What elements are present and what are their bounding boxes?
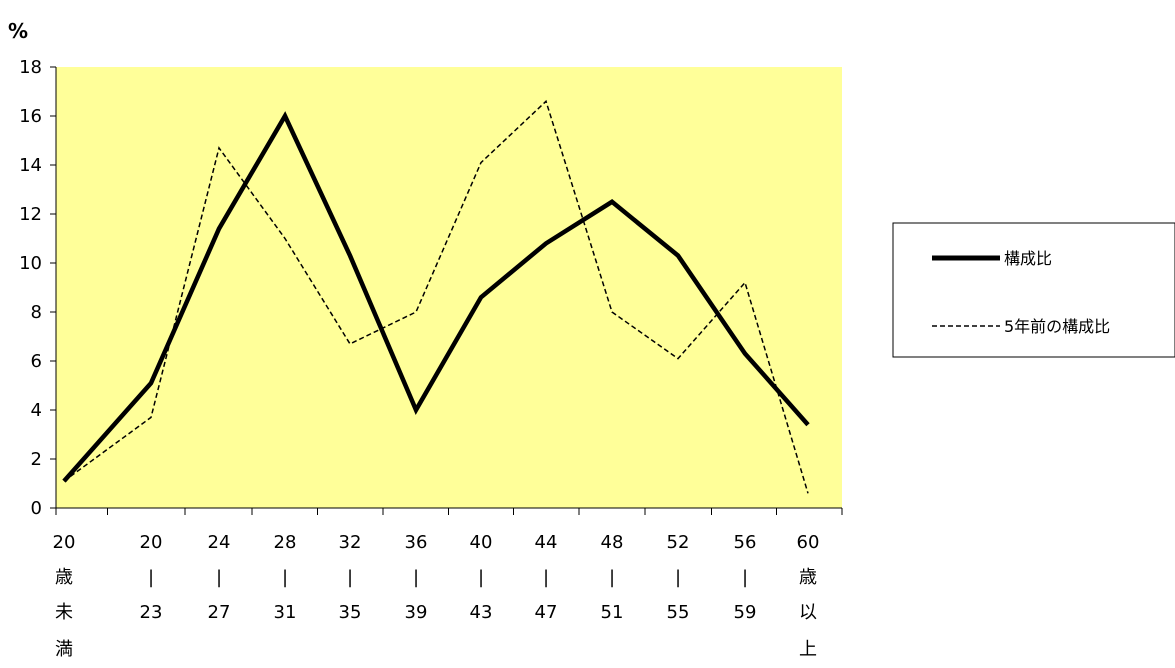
x-tick-label: 51	[601, 602, 624, 623]
x-tick-label: 32	[339, 532, 362, 553]
x-tick-label: 未	[55, 602, 73, 623]
y-tick-label: 2	[31, 449, 42, 470]
x-tick-label: |	[148, 567, 154, 588]
legend-label-previous: 5年前の構成比	[1004, 317, 1110, 336]
x-tick-label: 59	[734, 602, 757, 623]
x-tick-label: |	[742, 567, 748, 588]
x-tick-label: |	[478, 567, 484, 588]
x-tick-label: 以	[799, 602, 817, 623]
x-tick-label: |	[543, 567, 549, 588]
series-line-previous	[63, 99, 809, 494]
x-tick-label: |	[216, 567, 222, 588]
x-tick-label: 44	[535, 532, 558, 553]
y-tick-label: 16	[19, 106, 42, 127]
x-axis: 20歳未満20|2324|2728|3132|3536|3940|4344|47…	[53, 508, 843, 660]
x-tick-label: 47	[535, 602, 558, 623]
x-tick-label: |	[675, 567, 681, 588]
y-tick-label: 10	[19, 253, 42, 274]
x-tick-label: 40	[470, 532, 493, 553]
x-tick-label: 20	[140, 532, 163, 553]
x-tick-label: 23	[140, 602, 163, 623]
x-tick-label: 60	[797, 532, 820, 553]
plot-area	[56, 67, 842, 508]
series-line-current	[62, 111, 810, 483]
x-tick-label: 31	[274, 602, 297, 623]
y-tick-label: 18	[19, 57, 42, 78]
x-tick-label: |	[413, 567, 419, 588]
x-tick-label: 56	[734, 532, 757, 553]
x-tick-label: |	[282, 567, 288, 588]
x-tick-label: 36	[405, 532, 428, 553]
x-tick-label: 39	[405, 602, 428, 623]
x-tick-label: 35	[339, 602, 362, 623]
x-tick-label: 28	[274, 532, 297, 553]
x-tick-label: 上	[799, 639, 817, 660]
y-tick-label: 8	[31, 302, 42, 323]
x-tick-label: 43	[470, 602, 493, 623]
y-tick-label: 12	[19, 204, 42, 225]
legend-box	[892, 222, 1175, 358]
x-tick-label: 24	[208, 532, 231, 553]
y-tick-label: 14	[19, 155, 42, 176]
x-tick-label: 歳	[799, 567, 817, 588]
x-tick-label: 満	[55, 639, 73, 660]
legend: 構成比 5年前の構成比	[892, 222, 1175, 358]
x-tick-label: |	[347, 567, 353, 588]
x-tick-label: 48	[601, 532, 624, 553]
x-tick-label: 52	[667, 532, 690, 553]
y-tick-label: 6	[31, 351, 42, 372]
series-layer	[62, 99, 810, 494]
x-tick-label: 20	[53, 532, 76, 553]
x-tick-label: 55	[667, 602, 690, 623]
x-tick-label: 歳	[55, 567, 73, 588]
y-tick-label: 0	[31, 498, 42, 519]
legend-label-current: 構成比	[1004, 249, 1052, 268]
x-tick-label: 27	[208, 602, 231, 623]
y-unit-label: %	[8, 19, 28, 43]
y-tick-label: 4	[31, 400, 42, 421]
y-axis: 0 2 4 6 8 10 12 14 16 18	[19, 57, 56, 519]
x-tick-label: |	[609, 567, 615, 588]
